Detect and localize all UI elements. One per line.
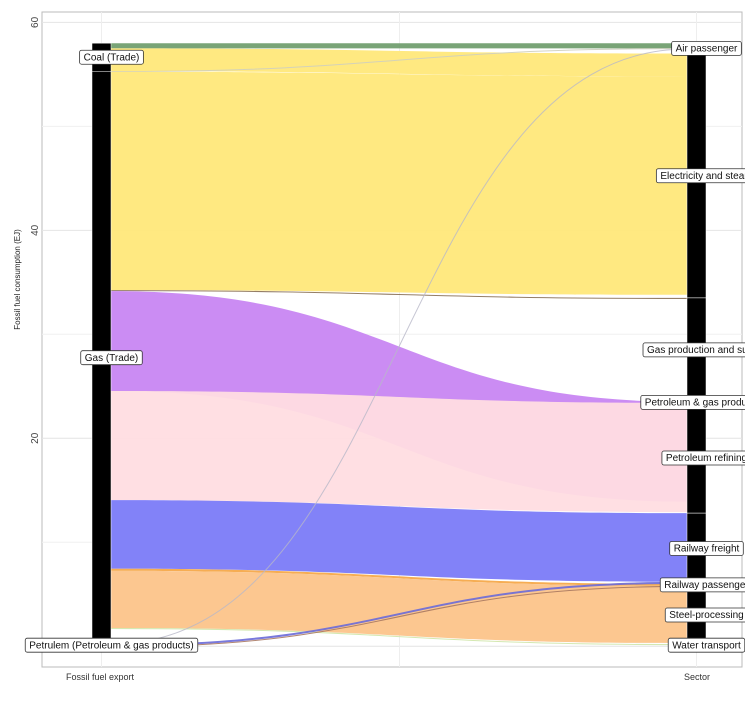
- node-label-railway-freight: Railway freight: [669, 541, 744, 556]
- y-tick-label: 40: [30, 224, 41, 236]
- flow-coal-trade-to-air-passenger: [111, 43, 687, 49]
- flow-ribbons: [110, 43, 688, 648]
- flow-gas-trade-to-railway-freight: [111, 500, 687, 582]
- node-label-electricity-and-steam: Electricity and steam: [655, 168, 745, 184]
- node-label-text: Petroleum & gas production: [645, 398, 745, 409]
- node-label-gas-trade: Gas (Trade): [80, 350, 143, 366]
- node-label-petroleum-gas-production: Petroleum & gas production: [640, 395, 745, 410]
- flow-gas-trade-to-gas-production-and-supply: [110, 290, 688, 299]
- node-label-box: [80, 350, 143, 366]
- y-tick-label: 60: [30, 16, 41, 28]
- flow-petrulem-petroleum-gas-products-to-railway-freight: [111, 581, 687, 647]
- node-label-text: Petroleum refining: [666, 453, 745, 464]
- node-label-box: [659, 577, 745, 593]
- node-label-coal-trade: Coal (Trade): [79, 49, 144, 65]
- node-label-box: [655, 168, 745, 184]
- flow-gas-trade-to-petroleum-refining: [111, 390, 687, 513]
- node-label-text: Gas production and supply: [647, 345, 745, 356]
- node-label-text: Railway passenger: [664, 580, 745, 591]
- node-label-text: Steel-processing: [669, 610, 743, 621]
- flow-gas-trade-to-electricity-and-steam: [111, 71, 687, 295]
- node-label-box: [669, 541, 744, 556]
- node-label-box: [24, 637, 199, 653]
- x-category-right: Sector: [684, 672, 710, 682]
- node-label-text: Water transport: [672, 640, 741, 651]
- flow-gas-trade-to-railway-passenger: [111, 568, 687, 586]
- node-label-box: [661, 450, 745, 466]
- node-label-box: [640, 395, 745, 410]
- node-label-box: [79, 49, 144, 65]
- node-label-text: Petrulem (Petroleum & gas products): [29, 640, 194, 651]
- y-axis-title: Fossil fuel consumption (EJ): [13, 229, 22, 330]
- node-label-box: [671, 40, 742, 56]
- node-label-text: Air passenger: [676, 44, 738, 55]
- node-label-steel-processing: Steel-processing: [664, 607, 745, 623]
- node-label-gas-production-and-supply: Gas production and supply: [642, 342, 745, 358]
- node-label-petroleum-refining: Petroleum refining: [661, 450, 745, 466]
- flow-petrulem-petroleum-gas-products-to-air-passenger: [110, 48, 688, 645]
- node-label-text: Railway freight: [674, 544, 740, 555]
- y-tick-label: 20: [30, 432, 41, 444]
- node-label-air-passenger: Air passenger: [671, 40, 742, 56]
- node-label-text: Coal (Trade): [84, 52, 140, 63]
- node-label-water-transport: Water transport: [667, 637, 745, 653]
- node-label-text: Gas (Trade): [85, 353, 139, 364]
- node-label-box: [664, 607, 745, 623]
- flow-petrulem-petroleum-gas-products-to-railway-passenger: [110, 585, 688, 648]
- flow-gas-trade-to-water-transport: [110, 628, 688, 646]
- node-label-box: [642, 342, 745, 358]
- flow-gas-trade-to-air-passenger: [110, 48, 688, 73]
- node-label-petrulem-petroleum-gas-products: Petrulem (Petroleum & gas products): [24, 637, 199, 653]
- node-label-railway-passenger: Railway passenger: [659, 577, 745, 593]
- node-label-text: Electricity and steam: [660, 171, 745, 182]
- x-category-left: Fossil fuel export: [66, 672, 135, 682]
